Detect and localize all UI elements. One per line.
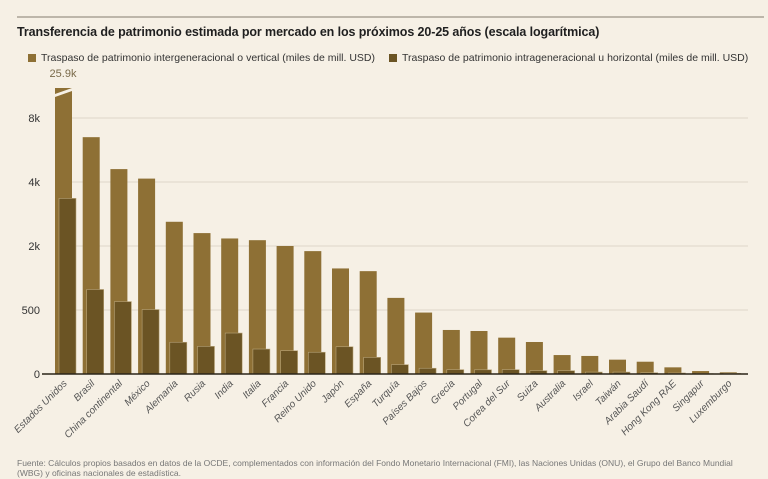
bar-horizontal [307,351,326,375]
x-tick-label: Italia [241,378,264,401]
legend-item-horizontal: Traspaso de patrimonio intrageneracional… [389,52,748,64]
bar-horizontal [252,348,271,375]
y-tick-label: 500 [22,305,40,317]
bar-vertical [387,297,405,374]
legend: Traspaso de patrimonio intergeneracional… [28,52,748,64]
source-note: Fuente: Cálculos propios basados en dato… [17,458,733,478]
x-tick-label: India [213,378,236,401]
bar-vertical [609,359,626,374]
x-tick-label: Brasil [72,378,98,404]
top-rule [17,16,764,18]
x-tick-label: Suiza [515,378,541,404]
legend-swatch-horizontal [389,54,397,62]
bar-vertical [525,342,543,374]
bar-horizontal [197,346,215,375]
y-tick-label: 0 [34,369,40,381]
chart-title: Transferencia de patrimonio estimada por… [17,25,600,39]
x-tick-label: Rusia [182,378,208,404]
bar-vertical [581,355,599,374]
bar-vertical [636,361,654,374]
legend-item-vertical: Traspaso de patrimonio intergeneracional… [28,52,375,64]
bar-horizontal [169,341,188,375]
y-tick-label: 8k [28,113,40,125]
bar-horizontal [335,346,354,375]
bar-horizontal [418,367,437,375]
bar-horizontal [141,309,160,375]
bar-horizontal [224,332,243,375]
legend-swatch-vertical [28,54,36,62]
bar-vertical [692,371,710,374]
bar-vertical [304,251,322,374]
bar-vertical [165,221,183,374]
axis-break-mark [55,88,72,97]
x-tick-label: Israel [571,378,597,404]
y-tick-label: 2k [28,241,40,253]
bar-vertical [664,367,682,374]
bar-vertical [553,355,571,374]
bar-horizontal [280,350,298,375]
bar-vertical [248,240,266,374]
bar-vertical [276,246,294,374]
bar-vertical [193,233,211,374]
bar-horizontal [86,289,104,375]
bar-vertical [359,271,377,374]
y-tick-label: 4k [28,177,40,189]
bar-vertical [470,330,488,374]
bar-vertical [415,312,433,374]
legend-label-vertical: Traspaso de patrimonio intergeneracional… [41,52,375,64]
legend-label-horizontal: Traspaso de patrimonio intrageneracional… [402,52,749,64]
x-tick-label: Estados Unidos [12,378,69,435]
bar-vertical [498,337,516,374]
data-label: 25.9k [50,68,77,80]
x-tick-label: España [343,378,375,410]
bar-horizontal [114,301,132,375]
bar-vertical [442,329,460,374]
bar-horizontal [363,357,382,375]
bar-horizontal [58,198,77,375]
bar-horizontal [391,364,409,375]
